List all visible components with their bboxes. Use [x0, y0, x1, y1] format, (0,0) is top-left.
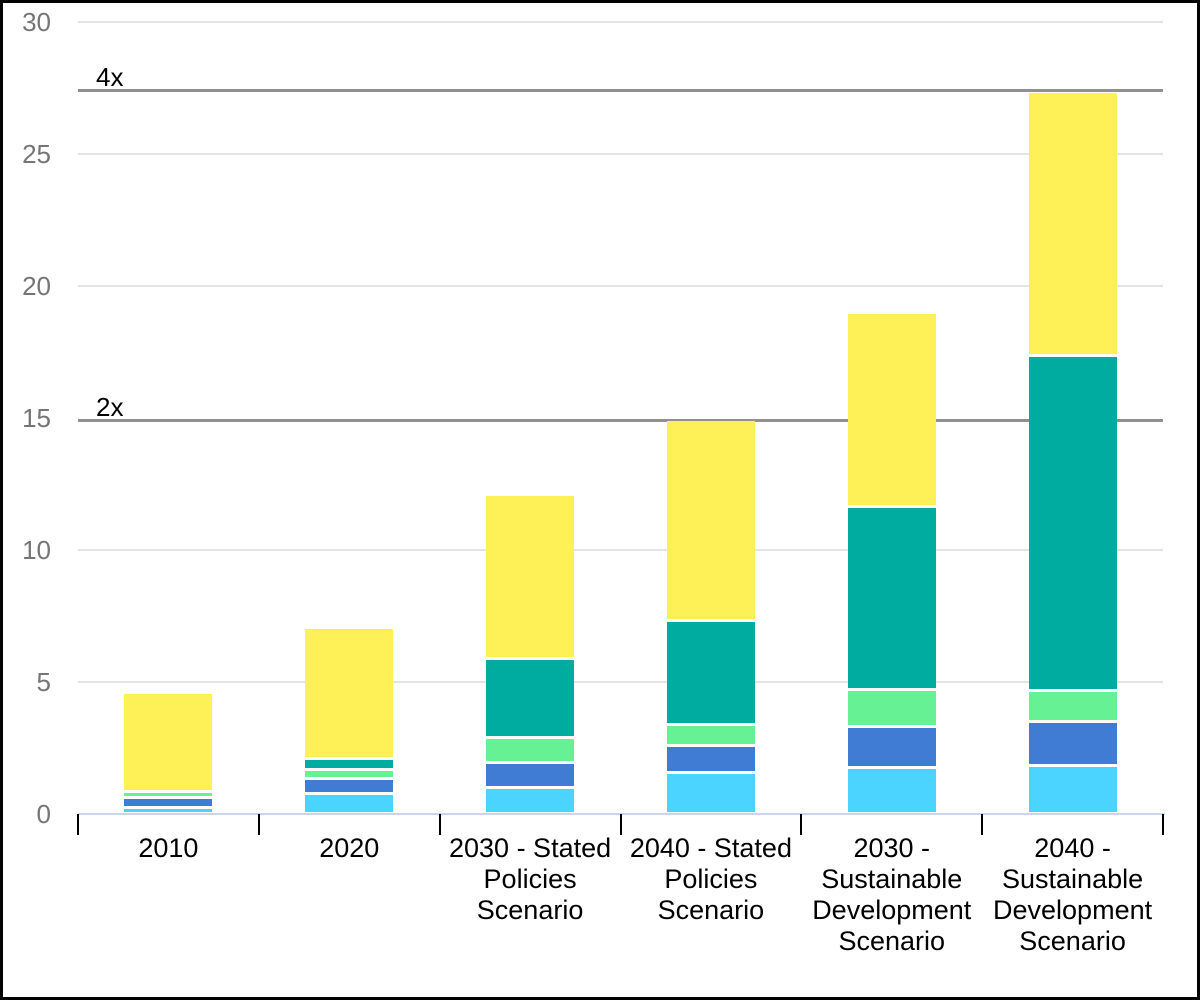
- reference-line-4x: [78, 89, 1163, 93]
- x-axis-label-line: Scenario: [476, 895, 584, 925]
- gridline-y20: [78, 285, 1163, 287]
- yellow-top-segment: [1028, 93, 1117, 355]
- bar-2030---stated: [486, 495, 575, 814]
- x-axis-tick: [619, 814, 622, 835]
- x-axis-category-label: 2030 - Sustainable Development Scenario: [801, 833, 982, 957]
- y-axis-tick-label: 15: [22, 403, 51, 433]
- reference-line-label-4x: 4x: [96, 61, 124, 92]
- x-axis-label-line: Sustainable: [1002, 864, 1144, 894]
- bar-2030--: [847, 313, 936, 814]
- blue-segment: [847, 727, 936, 767]
- x-axis-label-line: 2020: [319, 833, 380, 863]
- bar-2020: [305, 629, 394, 814]
- teal-segment: [666, 621, 755, 723]
- reference-line-label-2x: 2x: [96, 391, 124, 422]
- light-blue-bottom-segment: [666, 774, 755, 812]
- x-axis-label-line: Development: [812, 895, 972, 925]
- x-axis-tick: [981, 814, 984, 835]
- blue-segment: [486, 764, 575, 787]
- x-axis-tick: [438, 814, 441, 835]
- x-axis-label-line: 2010: [138, 833, 199, 863]
- gridline-y30: [78, 21, 1163, 23]
- bar-2010: [124, 694, 213, 814]
- x-axis-tick: [800, 814, 803, 835]
- x-axis-label-line: Policies: [664, 864, 758, 894]
- light-green-segment: [124, 792, 213, 797]
- y-axis-tick-label: 25: [22, 139, 51, 169]
- x-axis-category-label: 2020: [259, 833, 440, 864]
- x-axis-label-line: Development: [993, 895, 1153, 925]
- gridline-y5: [78, 681, 1163, 683]
- x-axis-tick: [1162, 814, 1164, 835]
- x-axis-category-label: 2030 - Stated Policies Scenario: [440, 833, 621, 926]
- teal-segment: [305, 759, 394, 768]
- x-axis-label-line: Sustainable: [821, 864, 963, 894]
- x-axis-label-line: Policies: [483, 864, 577, 894]
- x-axis-category-label: 2040 - Stated Policies Scenario: [621, 833, 802, 926]
- x-axis-label-line: 2030 - Stated: [449, 833, 612, 863]
- light-green-segment: [486, 738, 575, 761]
- x-axis-label-line: 2040 - Stated: [629, 833, 792, 863]
- y-axis-tick-label: 10: [22, 535, 51, 565]
- light-blue-bottom-segment: [847, 769, 936, 812]
- blue-segment: [666, 747, 755, 772]
- x-axis-line: [78, 813, 1165, 815]
- teal-segment: [847, 508, 936, 688]
- blue-segment: [305, 780, 394, 793]
- light-green-segment: [847, 690, 936, 725]
- x-axis-label-line: Scenario: [657, 895, 765, 925]
- teal-segment: [486, 659, 575, 736]
- x-axis-label-line: Scenario: [838, 926, 946, 956]
- teal-segment: [1028, 357, 1117, 689]
- x-axis-label-line: 2040 -: [1034, 833, 1111, 863]
- yellow-top-segment: [124, 694, 213, 790]
- bar-2040--: [1028, 93, 1117, 814]
- light-green-segment: [1028, 691, 1117, 721]
- blue-segment: [1028, 723, 1117, 765]
- bar-2040---stated: [666, 420, 755, 814]
- light-blue-bottom-segment: [305, 795, 394, 812]
- plot-area: 2x 4x 0 5 10 15 20 25 30 2010 2020 2030 - Stated Pol…: [3, 3, 1197, 997]
- gridline-y10: [78, 549, 1163, 551]
- x-axis-tick: [77, 814, 79, 835]
- light-green-segment: [666, 725, 755, 745]
- y-axis-tick-label: 20: [22, 271, 51, 301]
- blue-segment: [124, 799, 213, 807]
- light-green-segment: [305, 770, 394, 778]
- y-axis-tick-label: 0: [36, 799, 51, 829]
- x-axis-tick: [257, 814, 260, 835]
- x-axis-label-line: 2030 -: [853, 833, 931, 863]
- yellow-top-segment: [847, 313, 936, 506]
- x-axis-label-line: Scenario: [1019, 926, 1126, 956]
- yellow-top-segment: [486, 495, 575, 657]
- light-blue-bottom-segment: [486, 789, 575, 812]
- gridline-y25: [78, 153, 1163, 155]
- light-blue-bottom-segment: [124, 809, 213, 812]
- y-axis-tick-label: 5: [36, 667, 51, 697]
- x-axis-category-label: 2040 - Sustainable Development Scenario: [982, 833, 1163, 957]
- light-blue-bottom-segment: [1028, 767, 1117, 812]
- x-axis-category-label: 2010: [78, 833, 259, 864]
- y-axis-tick-label: 30: [22, 7, 51, 37]
- yellow-top-segment: [666, 420, 755, 619]
- yellow-top-segment: [305, 629, 394, 757]
- reference-line-2x: [78, 419, 1163, 423]
